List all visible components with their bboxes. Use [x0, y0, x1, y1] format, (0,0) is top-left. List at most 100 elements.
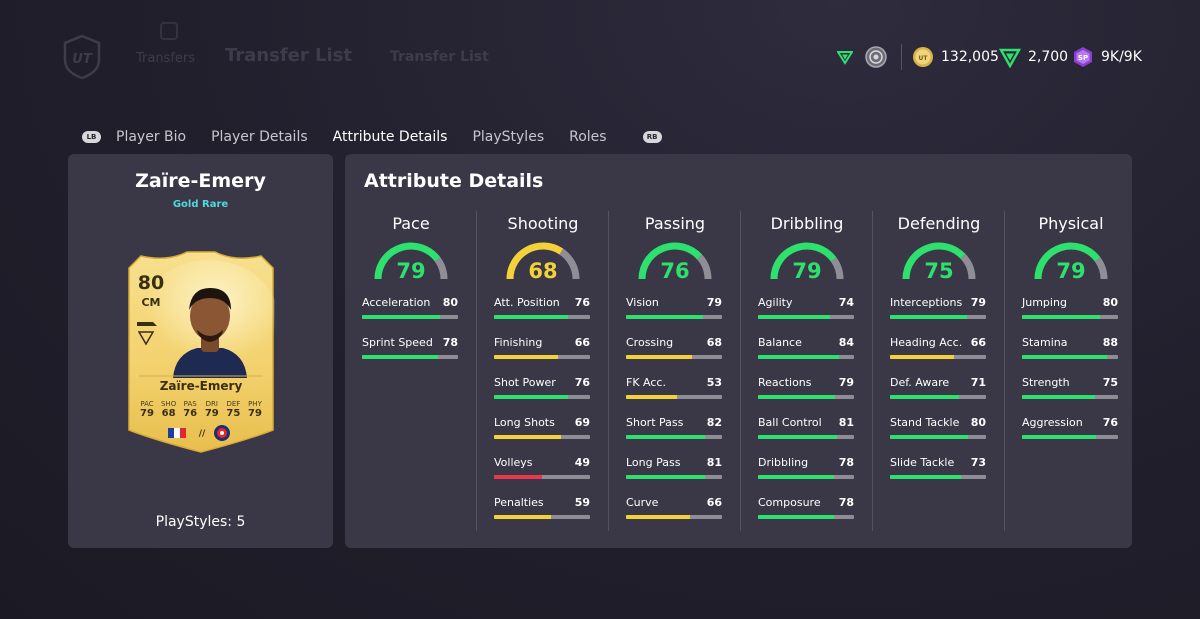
stat-bar-fill [1022, 435, 1096, 439]
stat-bar-track [758, 395, 854, 399]
playstyles-count: PlayStyles: 5 [155, 514, 246, 530]
category-rating: 79 [396, 259, 426, 283]
stat-bar-fill [494, 435, 561, 439]
card-stat: PAC 79 [137, 400, 157, 419]
stat-bar-track [890, 395, 986, 399]
card-stat-value: 76 [183, 408, 198, 419]
gauge-track [960, 253, 976, 280]
stat-name: Aggression [1022, 416, 1083, 429]
stat-bar-fill [494, 395, 568, 399]
stat-name: Crossing [626, 336, 674, 349]
stat-bar-fill [494, 315, 568, 319]
stat-name: Strength [1022, 376, 1070, 389]
stat-value: 80 [442, 296, 458, 309]
sp-balance[interactable]: SP 9K/9K [1072, 45, 1142, 69]
stat-value: 66 [970, 336, 986, 349]
card-stat-value: 79 [140, 408, 154, 419]
stat-bar-fill [626, 395, 678, 399]
gauge-fill [770, 242, 837, 280]
stat-value: 76 [1102, 416, 1118, 429]
stat-row-agility: Agility 74 [758, 296, 854, 326]
stat-value: 79 [706, 296, 722, 309]
player-card[interactable]: // 80 CM Zaïre-Emery PAC 79 SHO 68 PAS 76 D… [127, 250, 275, 454]
stat-row-att-position: Att. Position 76 [494, 296, 590, 326]
lb-bumper-icon[interactable]: LB [82, 131, 101, 143]
stat-name: FK Acc. [626, 376, 666, 389]
gauge-track [434, 257, 448, 280]
stat-bar-track [890, 355, 986, 359]
stat-bar-track [494, 315, 590, 319]
stat-row-jumping: Jumping 80 [1022, 296, 1118, 326]
stat-name: Acceleration [362, 296, 431, 309]
points-balance[interactable]: 2,700 [999, 45, 1068, 69]
tab-attribute-details[interactable]: Attribute Details [332, 129, 448, 145]
card-position: CM [141, 296, 161, 309]
stat-row-interceptions: Interceptions 79 [890, 296, 986, 326]
transfers-icon [160, 22, 178, 40]
gauge-fill [374, 242, 441, 280]
stat-row-short-pass: Short Pass 82 [626, 416, 722, 446]
tab-player-bio[interactable]: Player Bio [116, 129, 187, 145]
stat-bar-fill [890, 435, 968, 439]
stat-row-strength: Strength 75 [1022, 376, 1118, 406]
card-stat: SHO 68 [159, 400, 179, 419]
card-stat-label: DRI [205, 400, 218, 408]
card-rarity: Gold Rare [172, 199, 229, 210]
sp-icon: SP [1074, 47, 1092, 67]
stat-bar-track [626, 395, 722, 399]
stat-row-finishing: Finishing 66 [494, 336, 590, 366]
stat-value: 53 [706, 376, 722, 389]
rb-bumper-icon[interactable]: RB [642, 131, 662, 143]
attribute-column-shooting: Shooting 68 Att. Position 76 Finishing 66 Shot… [476, 211, 608, 531]
gauge-track [696, 254, 712, 280]
sp-badge-label: SP [1078, 54, 1088, 62]
category-gauge [506, 242, 580, 280]
card-stat-value: 79 [204, 408, 219, 419]
club-badge-icon[interactable] [865, 46, 887, 68]
stat-bar-track [494, 515, 590, 519]
gauge-track [830, 257, 844, 280]
card-stat: DEF 75 [223, 400, 243, 419]
card-stats: PAC 79 SHO 68 PAS 76 DRI 79 DEF 75 PHY 79 [137, 400, 265, 419]
stat-row-volleys: Volleys 49 [494, 456, 590, 486]
stat-row-dribbling: Dribbling 78 [758, 456, 854, 486]
category-name: Defending [897, 214, 981, 233]
stat-bar-track [1022, 355, 1118, 359]
player-panel: Zaïre-Emery Gold Rare [68, 154, 333, 548]
attribute-column-pace: Pace 79 Acceleration 80 Sprint Speed 78 [345, 211, 477, 531]
stat-name: Long Shots [494, 416, 555, 429]
stat-value: 84 [838, 336, 854, 349]
category-rating: 79 [792, 259, 822, 283]
gauge-fill [1034, 242, 1101, 280]
stat-row-curve: Curve 66 [626, 496, 722, 526]
stat-bar-fill [626, 475, 705, 479]
stat-bar-fill [758, 395, 835, 399]
stat-bar-fill [890, 355, 955, 359]
stat-bar-fill [758, 315, 830, 319]
stat-bar-fill [494, 355, 559, 359]
ut-logo-icon: UT [63, 34, 101, 80]
stat-name: Att. Position [494, 296, 560, 309]
stat-bar-track [626, 315, 722, 319]
tab-player-details[interactable]: Player Details [211, 129, 308, 145]
coins-balance[interactable]: UT 132,005 [912, 45, 999, 69]
category-rating: 68 [528, 259, 558, 283]
stat-name: Agility [758, 296, 793, 309]
stat-value: 76 [574, 296, 590, 309]
stat-value: 66 [706, 496, 722, 509]
attribute-column-passing: Passing 76 Vision 79 Crossing 68 FK Acc. 53 Shor… [608, 211, 740, 531]
stat-name: Volleys [494, 456, 533, 469]
page-title: Transfer List [225, 45, 352, 66]
category-gauge [902, 242, 976, 280]
stat-value: 79 [838, 376, 854, 389]
tab-roles[interactable]: Roles [569, 129, 607, 145]
stat-value: 69 [574, 416, 590, 429]
tab-playstyles[interactable]: PlayStyles [472, 129, 545, 145]
stat-bar-fill [494, 475, 542, 479]
card-stat-value: 68 [161, 408, 176, 419]
points-value: 2,700 [1028, 49, 1069, 65]
category-name: Dribbling [770, 214, 844, 233]
stat-row-composure: Composure 78 [758, 496, 854, 526]
green-triangle-icon[interactable] [837, 49, 853, 65]
sp-value: 9K/9K [1101, 49, 1142, 65]
